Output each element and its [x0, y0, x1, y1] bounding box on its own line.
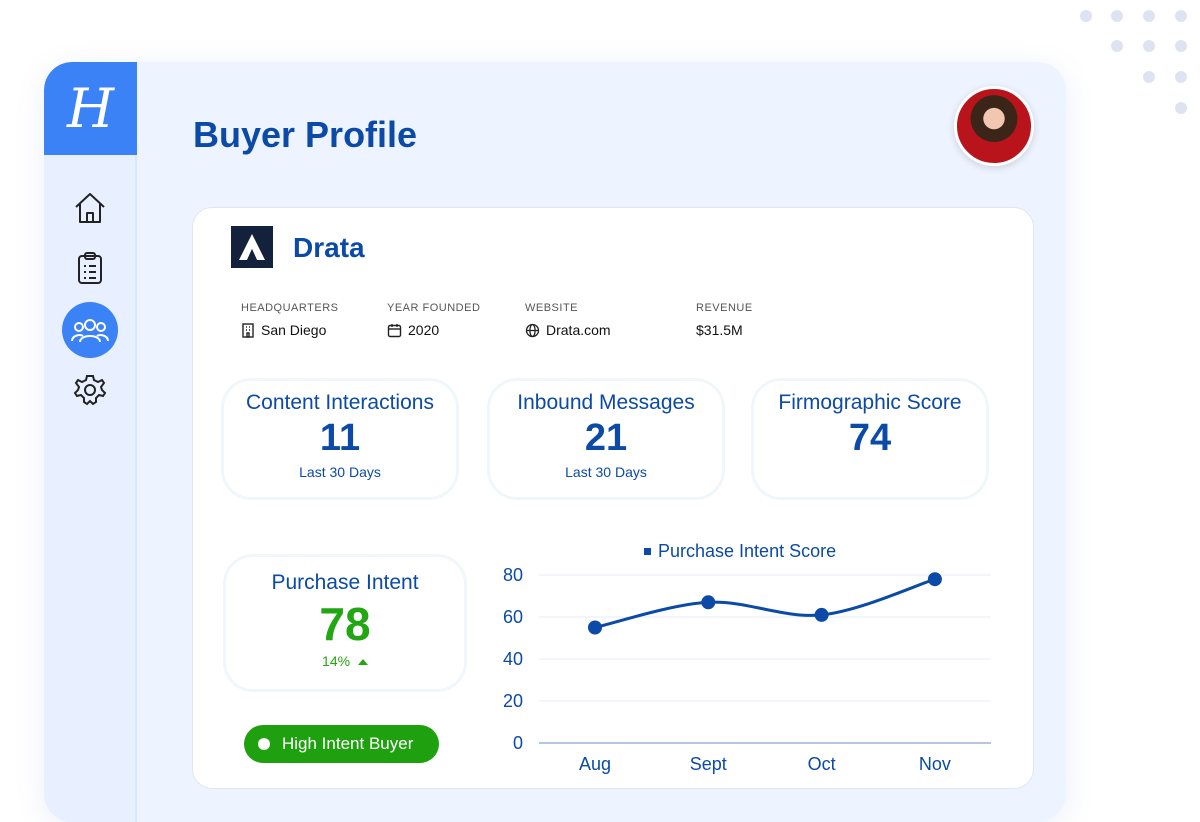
legend-swatch — [644, 548, 651, 555]
data-point — [588, 620, 602, 635]
meta-value: $31.5M — [696, 322, 743, 338]
data-point — [701, 595, 716, 610]
home-icon — [75, 193, 105, 223]
company-card: Drata HEADQUARTERS San Diego YEAR FOUNDE… — [192, 207, 1034, 789]
data-point — [927, 572, 942, 587]
x-tick-label: Aug — [579, 754, 611, 774]
stat-card-inbound-messages: Inbound Messages 21 Last 30 Days — [487, 378, 725, 500]
meta-value-row: Drata.com — [525, 322, 611, 338]
company-logo — [231, 226, 273, 268]
status-dot — [258, 738, 270, 750]
company-name: Drata — [293, 232, 365, 263]
x-tick-label: Oct — [808, 754, 836, 774]
globe-icon — [525, 323, 540, 337]
y-tick-label: 60 — [503, 607, 523, 627]
stat-card-firmographic-score: Firmographic Score 74 — [751, 378, 989, 500]
y-tick-label: 20 — [503, 691, 523, 711]
sidebar-item-settings[interactable] — [62, 362, 118, 418]
meta-label: WEBSITE — [525, 302, 579, 314]
intent-change-value: 14% — [322, 653, 351, 669]
clipboard-icon — [78, 252, 102, 284]
sidebar-item-buyers[interactable] — [62, 302, 118, 358]
y-tick-label: 80 — [503, 565, 523, 585]
stat-label: Inbound Messages — [517, 391, 695, 414]
stat-value: 74 — [848, 417, 892, 459]
app-window: H Buyer — [44, 62, 1066, 822]
stat-sub: Last 30 Days — [299, 464, 381, 480]
stat-value: 21 — [584, 417, 628, 459]
y-tick-label: 40 — [503, 649, 523, 669]
drata-logo-icon — [239, 234, 265, 260]
meta-label: REVENUE — [696, 302, 753, 314]
website-link[interactable]: Drata.com — [546, 322, 611, 338]
building-icon — [242, 322, 254, 338]
intent-label: Purchase Intent — [271, 571, 419, 594]
meta-value: San Diego — [261, 322, 327, 338]
stat-label: Content Interactions — [246, 391, 434, 414]
sidebar-item-tasks[interactable] — [62, 240, 118, 296]
calendar-icon — [387, 323, 402, 337]
stat-value: 11 — [319, 417, 361, 459]
meta-revenue: REVENUE $31.5M — [696, 302, 753, 338]
data-point — [814, 607, 829, 622]
stat-card-content-interactions: Content Interactions 11 Last 30 Days — [221, 378, 459, 500]
intent-change: 14% — [226, 653, 464, 669]
x-tick-label: Nov — [919, 754, 951, 774]
status-badge-label: High Intent Buyer — [282, 734, 414, 753]
page-title: Buyer Profile — [193, 114, 418, 155]
status-badge: High Intent Buyer — [244, 725, 439, 763]
stat-sub: Last 30 Days — [565, 464, 647, 480]
avatar[interactable] — [954, 86, 1034, 166]
meta-headquarters: HEADQUARTERS San Diego — [241, 302, 338, 338]
purchase-intent-card: Purchase Intent 78 14% — [223, 554, 467, 692]
meta-value-row: 2020 — [387, 322, 480, 338]
gear-icon — [73, 375, 107, 406]
meta-value-row: San Diego — [241, 322, 338, 338]
app-logo-letter: H — [66, 77, 115, 140]
meta-label: HEADQUARTERS — [241, 302, 339, 314]
app-logo[interactable]: H — [44, 62, 137, 155]
meta-website: WEBSITE Drata.com — [525, 302, 611, 338]
meta-label: YEAR FOUNDED — [387, 302, 481, 314]
intent-value: 78 — [319, 598, 371, 650]
sidebar-item-home[interactable] — [62, 180, 118, 236]
stat-label: Firmographic Score — [778, 391, 962, 414]
purchase-intent-chart: Purchase Intent Score 0 20 40 60 80 Aug Sept Oct… — [503, 541, 991, 774]
legend-label: Purchase Intent Score — [658, 541, 836, 561]
triangle-up-icon — [357, 659, 368, 665]
meta-value: 2020 — [408, 322, 440, 338]
decorative-dots — [1075, 8, 1195, 118]
series-line — [594, 577, 936, 629]
meta-year-founded: YEAR FOUNDED 2020 — [387, 302, 480, 338]
x-tick-label: Sept — [690, 754, 727, 774]
sidebar: H — [44, 62, 137, 822]
users-icon — [71, 319, 109, 343]
y-tick-label: 0 — [513, 733, 523, 753]
